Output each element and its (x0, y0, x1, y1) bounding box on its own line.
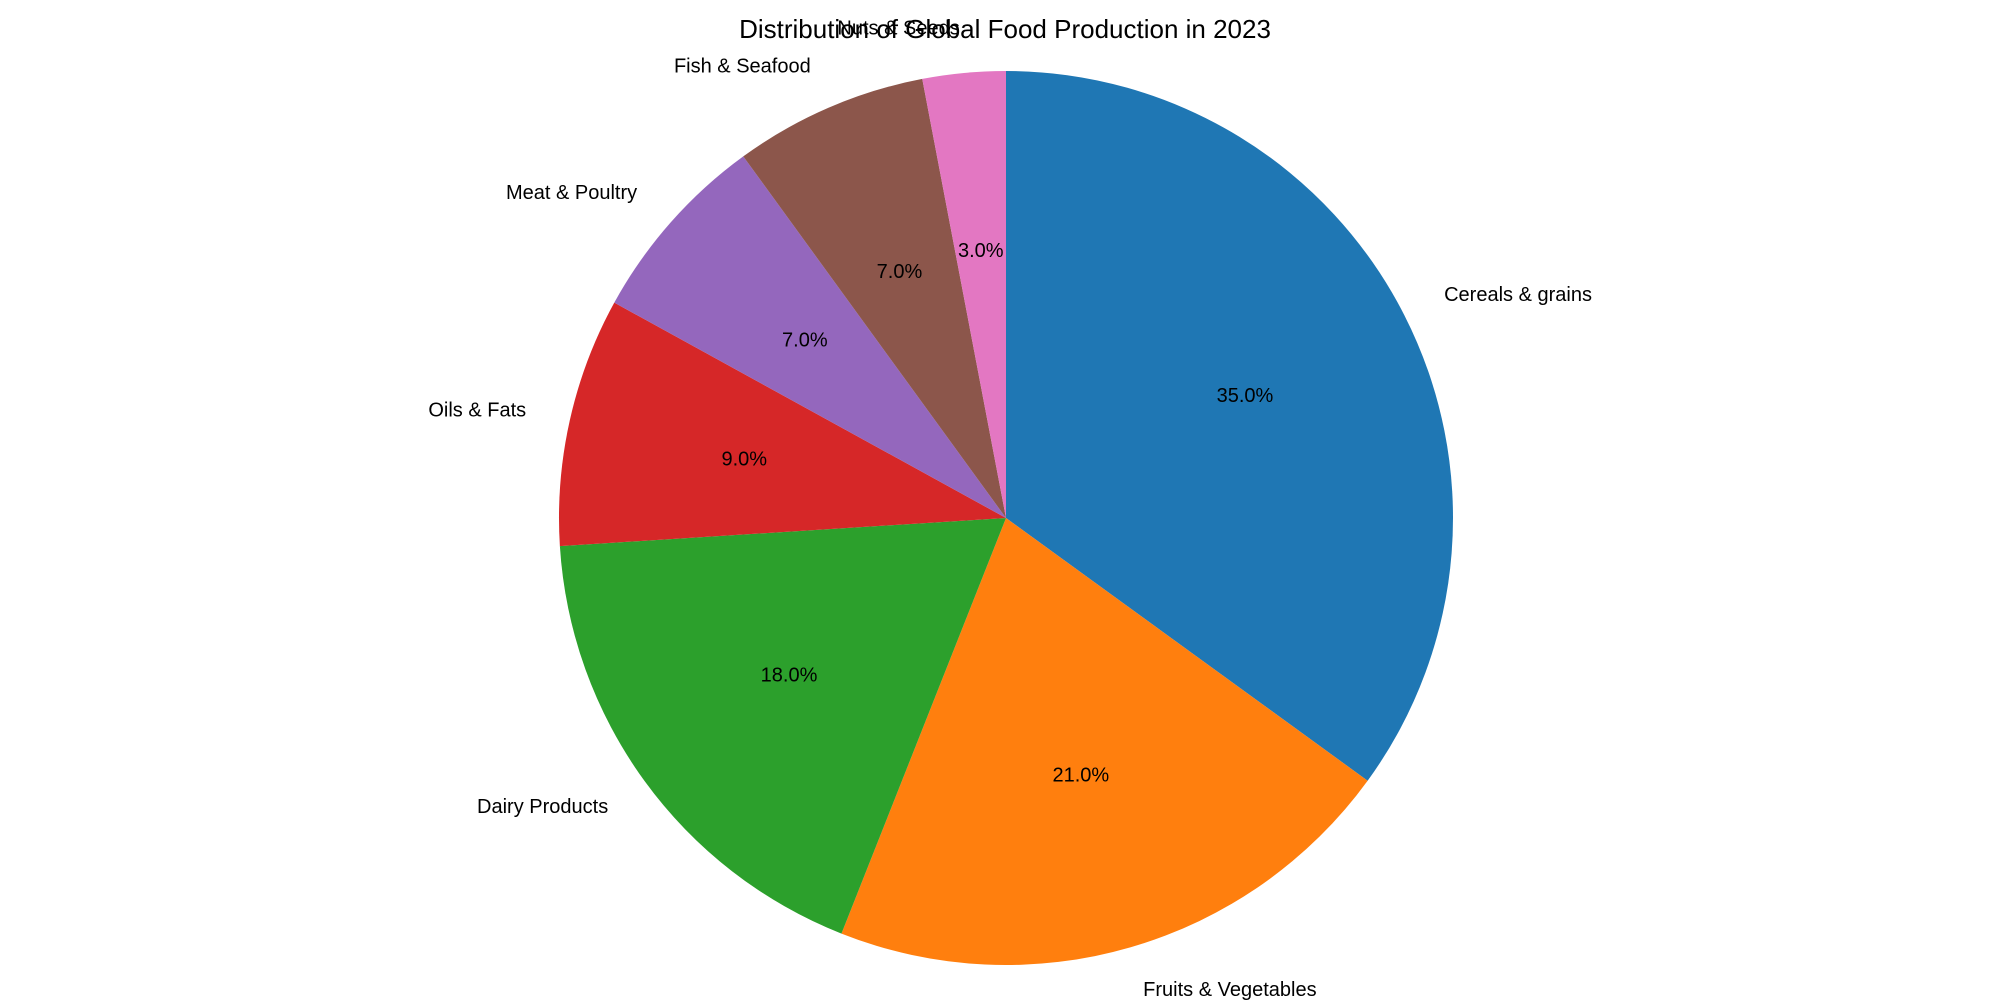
category-label-oils-and-fats: Oils & Fats (428, 400, 526, 422)
pct-label-oils-and-fats: 9.0% (721, 448, 767, 470)
category-label-meat-and-poultry: Meat & Poultry (506, 182, 637, 204)
category-label-fruits-and-vegetables: Fruits & Vegetables (1143, 979, 1316, 1000)
percent-labels: 35.0% 21.0% 18.0% 9.0% 7.0% 7.0% 3.0% (721, 240, 1273, 787)
pct-label-cereals-and-grains: 35.0% (1217, 385, 1274, 407)
pct-label-nuts-and-seeds: 3.0% (958, 240, 1004, 262)
pie-slice-fish-and-seafood (743, 78, 1006, 519)
pie-slice-dairy-products (559, 518, 1006, 934)
pct-label-fruits-and-vegetables: 21.0% (1052, 765, 1109, 787)
pie-slice-fruits-and-vegetables (841, 518, 1368, 965)
pie-slice-oils-and-fats (558, 302, 1006, 547)
pct-label-meat-and-poultry: 7.0% (782, 330, 828, 352)
category-label-nuts-and-seeds: Nuts & Seeds (837, 17, 959, 39)
pie-slice-nuts-and-seeds (922, 71, 1006, 518)
pct-label-fish-and-seafood: 7.0% (877, 261, 923, 283)
pct-label-dairy-products: 18.0% (761, 665, 818, 687)
category-label-cereals-and-grains: Cereals & grains (1444, 284, 1592, 306)
pie-slices (558, 71, 1453, 965)
category-labels: Cereals & grains Fruits & Vegetables Dairy… (428, 17, 1592, 1000)
category-label-dairy-products: Dairy Products (477, 796, 608, 818)
pie-slice-meat-and-poultry (614, 156, 1006, 518)
pie-slice-cereals-and-grains (1006, 71, 1453, 781)
category-label-fish-and-seafood: Fish & Seafood (674, 56, 811, 78)
chart-title: Distribution of Global Food Production i… (739, 14, 1271, 44)
